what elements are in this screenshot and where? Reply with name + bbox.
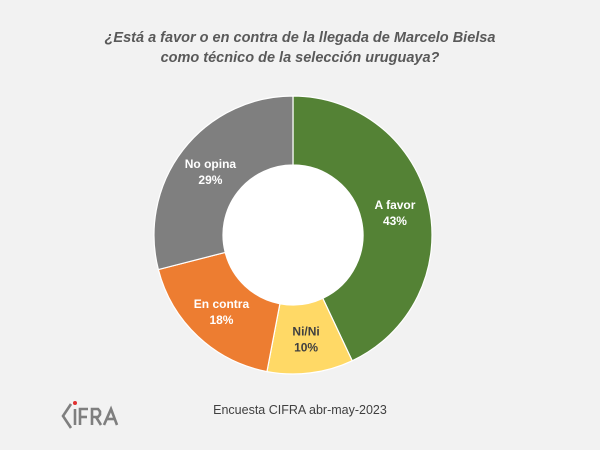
slice-value-label: 10% (294, 341, 318, 355)
chart-title-line-2: como técnico de la selección uruguaya? (160, 50, 440, 66)
slice-label: Ni/Ni (292, 325, 319, 339)
slice-label: A favor (375, 198, 416, 212)
chart-source-footer: Encuesta CIFRA abr-may-2023 (213, 403, 387, 417)
chart-title: ¿Está a favor o en contra de la llegada … (0, 28, 600, 68)
donut-hole (223, 165, 363, 305)
slice-value-label: 18% (209, 313, 233, 327)
chart-title-line-1: ¿Está a favor o en contra de la llegada … (104, 30, 496, 46)
donut-slices (153, 95, 433, 375)
donut-labels: A favor 43% Ni/Ni 10% En contra 18% No opina 29… (185, 157, 416, 355)
slice-value-label: 43% (383, 214, 407, 228)
cifra-logo (61, 401, 119, 429)
slice-label: No opina (185, 157, 237, 171)
slice-label: En contra (194, 297, 250, 311)
slice-value-label: 29% (198, 173, 222, 187)
